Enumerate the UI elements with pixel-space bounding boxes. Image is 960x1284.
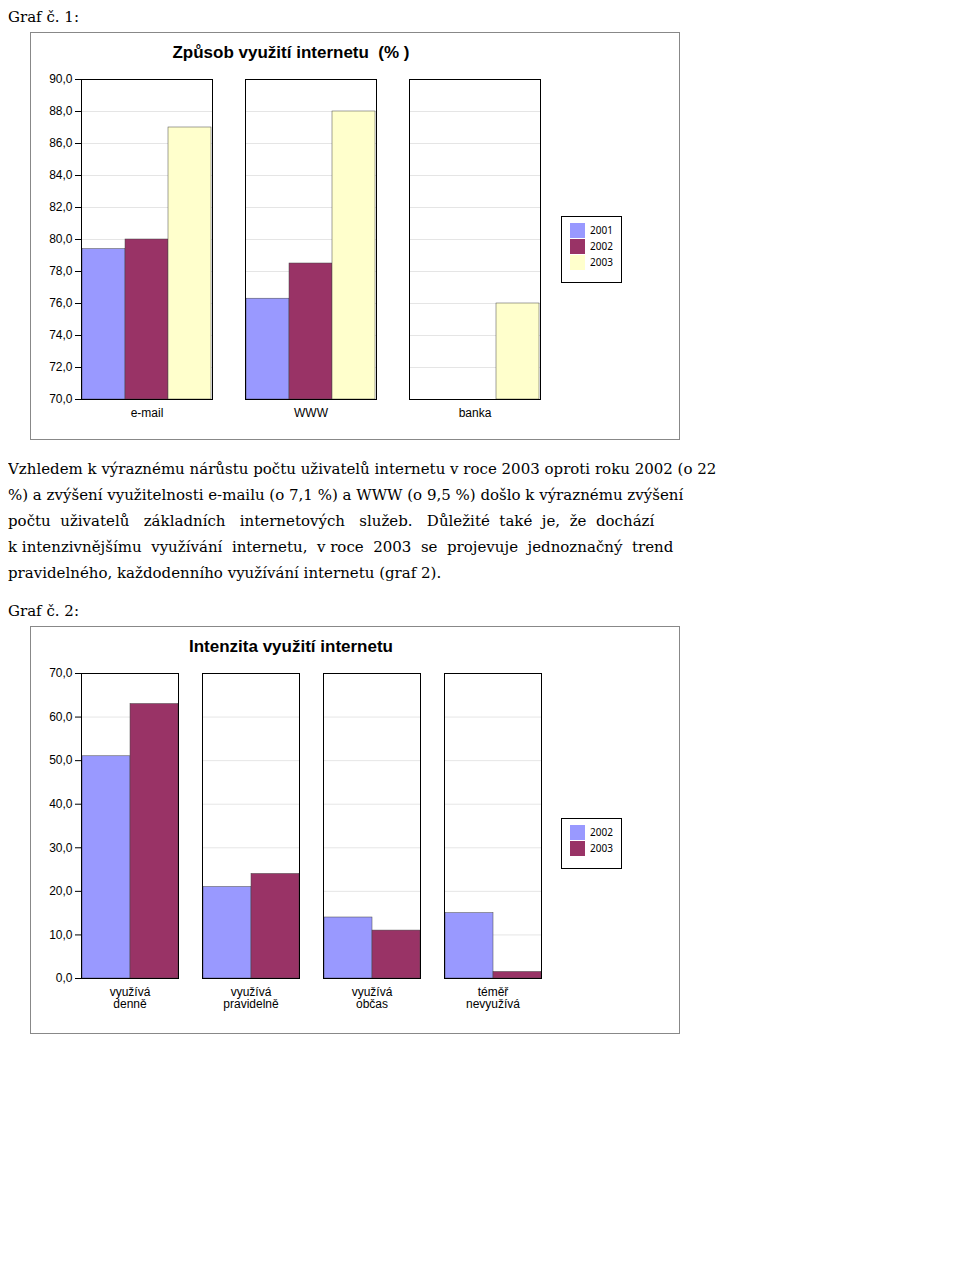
svg-text:využíváobčas: využíváobčas bbox=[352, 985, 393, 1011]
svg-text:82,0: 82,0 bbox=[49, 200, 73, 214]
html-text:2002: 2002 bbox=[590, 239, 613, 253]
html-text:Graf č. 2:: Graf č. 2: bbox=[8, 602, 79, 620]
svg-text:78,0: 78,0 bbox=[49, 264, 73, 278]
html-text:2002: 2002 bbox=[590, 825, 613, 839]
svg-text:76,0: 76,0 bbox=[49, 296, 73, 310]
html-text:pravidelného, každodenního vyu: pravidelného, každodenního využívání int… bbox=[8, 564, 442, 582]
html-text:2003: 2003 bbox=[590, 841, 613, 855]
html-text:2003: 2003 bbox=[590, 255, 613, 269]
svg-text:80,0: 80,0 bbox=[49, 232, 73, 246]
svg-text:60,0: 60,0 bbox=[49, 710, 73, 724]
svg-text:e-mail: e-mail bbox=[131, 406, 164, 420]
svg-text:20,0: 20,0 bbox=[49, 884, 73, 898]
html-text:počtu uživatelů základních int: počtu uživatelů základních internetových… bbox=[8, 512, 655, 530]
svg-text:využívápravidelně: využívápravidelně bbox=[223, 985, 279, 1011]
svg-text:90,0: 90,0 bbox=[49, 72, 73, 86]
svg-text:70,0: 70,0 bbox=[49, 392, 73, 406]
html-text:Způsob využití internetu (% ): Způsob využití internetu (% ) bbox=[172, 43, 410, 62]
svg-text:88,0: 88,0 bbox=[49, 104, 73, 118]
svg-text:72,0: 72,0 bbox=[49, 360, 73, 374]
svg-text:40,0: 40,0 bbox=[49, 797, 73, 811]
html-text:2001: 2001 bbox=[590, 223, 613, 237]
svg-text:WWW: WWW bbox=[294, 406, 329, 420]
svg-text:10,0: 10,0 bbox=[49, 928, 73, 942]
svg-text:30,0: 30,0 bbox=[49, 841, 73, 855]
html-text:Vzhledem k výraznému nárůstu p: Vzhledem k výraznému nárůstu počtu uživa… bbox=[8, 460, 717, 478]
svg-text:téměřnevyužívá: téměřnevyužívá bbox=[466, 985, 520, 1011]
svg-text:86,0: 86,0 bbox=[49, 136, 73, 150]
html-text:Intenzita využití internetu: Intenzita využití internetu bbox=[189, 637, 393, 656]
svg-text:74,0: 74,0 bbox=[49, 328, 73, 342]
svg-text:banka: banka bbox=[459, 406, 492, 420]
html-text:k intenzivnějšímu využívání in: k intenzivnějšímu využívání internetu, v… bbox=[8, 538, 674, 556]
svg-text:využívádenně: využívádenně bbox=[110, 985, 151, 1011]
svg-text:70,0: 70,0 bbox=[49, 666, 73, 680]
html-text:Graf č. 1:: Graf č. 1: bbox=[8, 8, 79, 26]
svg-text:0,0: 0,0 bbox=[56, 971, 73, 985]
html-text:%) a zvýšení využitelnosti e-m: %) a zvýšení využitelnosti e-mailu (o 7,… bbox=[8, 486, 684, 504]
svg-text:84,0: 84,0 bbox=[49, 168, 73, 182]
svg-text:50,0: 50,0 bbox=[49, 753, 73, 767]
